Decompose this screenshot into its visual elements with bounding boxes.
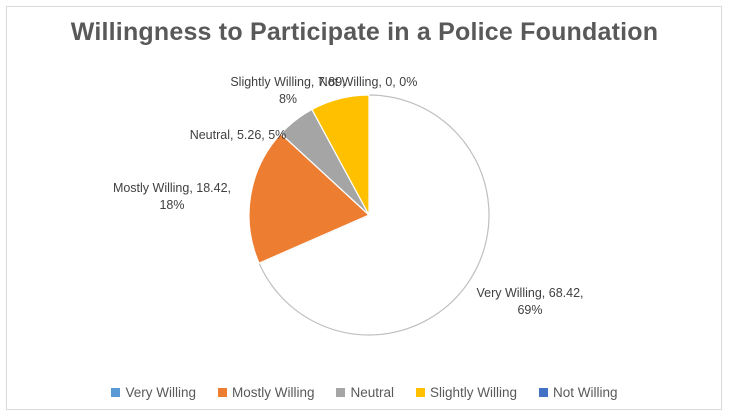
legend-swatch <box>539 388 549 397</box>
legend-label: Mostly Willing <box>231 385 315 400</box>
legend-swatch <box>217 388 227 397</box>
legend-item-slightly-willing: Slightly Willing <box>416 385 517 400</box>
data-label-very-willing: Very Willing, 68.42, 69% <box>477 286 584 317</box>
pie-slice-very-willing <box>258 94 490 336</box>
pie-slice-slightly-willing <box>311 94 370 216</box>
legend: Very Willing Mostly Willing Neutral Slightl… <box>0 385 729 400</box>
pie-slice-mostly-willing <box>248 132 371 264</box>
legend-label: Very Willing <box>125 385 196 400</box>
legend-item-mostly-willing: Mostly Willing <box>217 385 315 400</box>
legend-label: Neutral <box>350 385 395 400</box>
chart-title: Willingness to Participate in a Police F… <box>70 18 659 46</box>
data-label-not-willing: Not Willing, 0, 0% <box>319 75 418 89</box>
legend-item-not-willing: Not Willing <box>539 385 618 400</box>
legend-label: Not Willing <box>553 385 618 400</box>
legend-item-very-willing: Very Willing <box>111 385 196 400</box>
legend-swatch <box>336 388 346 397</box>
data-label-neutral: Neutral, 5.26, 5% <box>190 128 287 142</box>
legend-swatch <box>416 388 426 397</box>
data-label-slightly-willing: Slightly Willing, 7.89, 8% <box>230 75 345 106</box>
legend-swatch <box>111 388 121 397</box>
legend-label: Slightly Willing <box>430 385 518 400</box>
legend-item-neutral: Neutral <box>336 385 394 400</box>
data-label-mostly-willing: Mostly Willing, 18.42, 18% <box>113 181 231 212</box>
